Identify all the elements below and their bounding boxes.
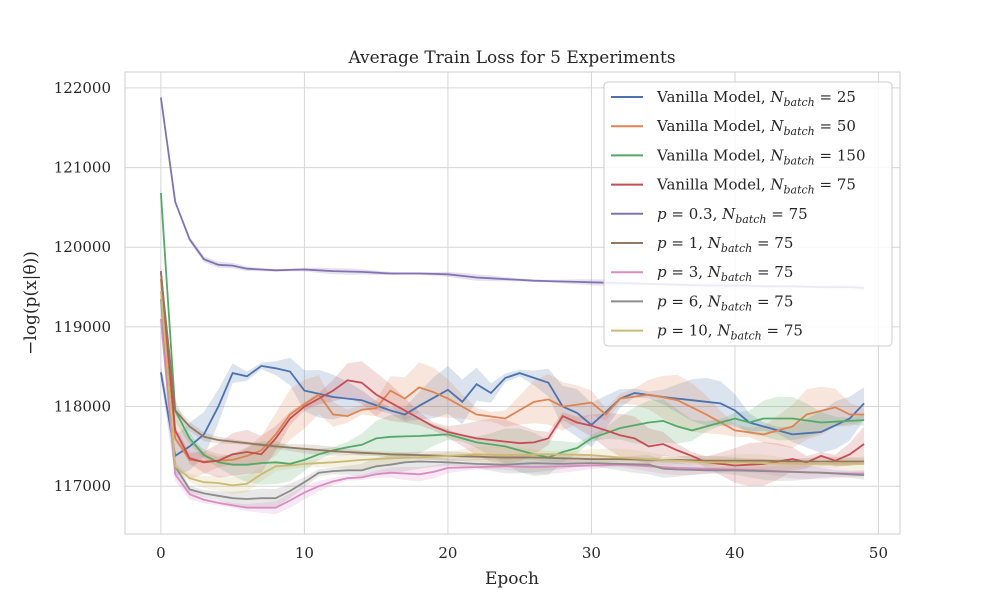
legend-entry: p = 6, Nbatch​ = 75 xyxy=(611,292,793,313)
series-band xyxy=(160,287,865,495)
series-line xyxy=(160,279,865,463)
x-tick-label: 0 xyxy=(156,544,166,562)
series-line xyxy=(160,298,865,500)
series-line xyxy=(160,193,865,466)
y-tick-label: 121000 xyxy=(54,159,111,177)
x-axis-label: Epoch xyxy=(485,569,539,589)
series-line xyxy=(160,291,865,487)
legend-entry: Vanilla Model, Nbatch​ = 75 xyxy=(611,176,856,197)
legend-label: p = 10, Nbatch​ = 75 xyxy=(657,322,803,343)
plot-frame xyxy=(124,71,901,535)
series-line xyxy=(160,271,865,467)
chart-title: Average Train Loss for 5 Experiments xyxy=(347,48,675,68)
x-tick-label: 20 xyxy=(438,544,457,562)
legend-label: p = 0.3, Nbatch​ = 75 xyxy=(657,205,808,226)
x-tick-label: 50 xyxy=(869,544,888,562)
x-tick-label: 40 xyxy=(725,544,744,562)
legend-entry: Vanilla Model, Nbatch​ = 50 xyxy=(611,117,856,138)
series-line xyxy=(160,364,865,458)
legend-label: Vanilla Model, Nbatch​ = 75 xyxy=(656,176,856,197)
legend-entry: p = 10, Nbatch​ = 75 xyxy=(611,322,803,343)
y-tick-label: 120000 xyxy=(54,238,111,256)
legend-entry: p = 1, Nbatch​ = 75 xyxy=(611,234,793,255)
legend-entry: Vanilla Model, Nbatch​ = 150 xyxy=(611,146,866,167)
legend-label: Vanilla Model, Nbatch​ = 50 xyxy=(656,117,856,138)
legend-entry: p = 0.3, Nbatch​ = 75 xyxy=(611,205,808,226)
y-tick-label: 118000 xyxy=(54,398,111,416)
series-band xyxy=(160,266,865,480)
y-tick-label: 119000 xyxy=(54,318,111,336)
y-tick-label: 117000 xyxy=(54,477,111,495)
series-band xyxy=(160,314,865,515)
legend-box xyxy=(603,81,893,347)
x-tick-label: 10 xyxy=(295,544,314,562)
legend-label: p = 6, Nbatch​ = 75 xyxy=(657,292,793,313)
legend-entry: Vanilla Model, Nbatch​ = 25 xyxy=(611,88,856,109)
series-line xyxy=(160,272,865,463)
x-tick-label: 30 xyxy=(582,544,601,562)
y-tick-label: 122000 xyxy=(54,79,111,97)
legend: Vanilla Model, Nbatch​ = 25 Vanilla Model… xyxy=(603,81,893,347)
legend-label: Vanilla Model, Nbatch​ = 150 xyxy=(656,146,866,167)
legend-entry: p = 3, Nbatch​ = 75 xyxy=(611,263,793,284)
legend-label: Vanilla Model, Nbatch​ = 25 xyxy=(656,88,856,109)
y-axis-label: −log(p(x|θ)) xyxy=(21,251,41,355)
tick-labels: 0 10 20 30 40 50 117000 118000 119000 120000 12100… xyxy=(54,79,888,562)
legend-label: p = 1, Nbatch​ = 75 xyxy=(657,234,793,255)
legend-label: p = 3, Nbatch​ = 75 xyxy=(657,263,793,284)
